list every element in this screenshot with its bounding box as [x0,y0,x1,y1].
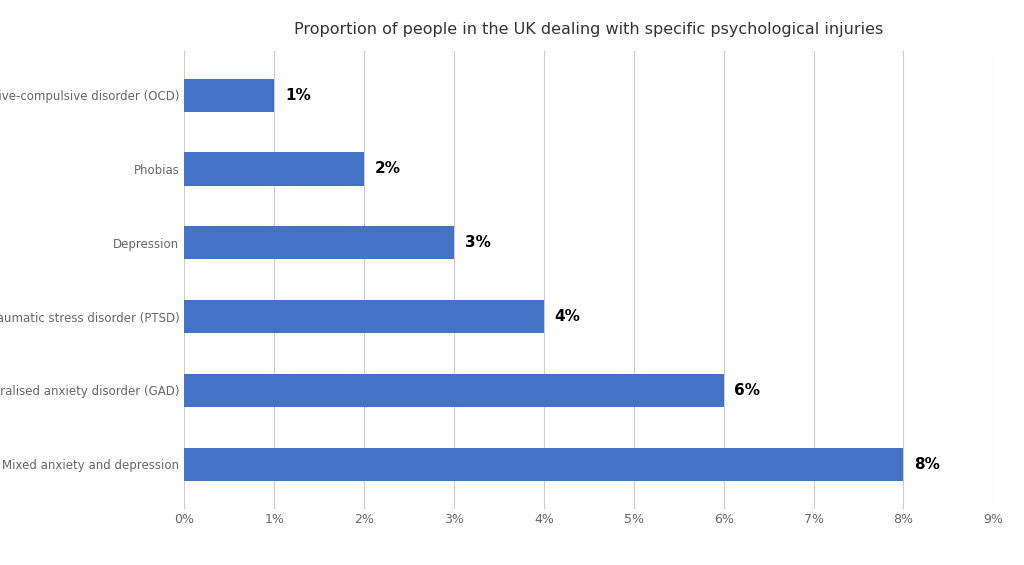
Bar [184,447,903,481]
Text: 3%: 3% [465,235,490,250]
Text: 2%: 2% [375,162,400,176]
Text: 8%: 8% [914,457,940,472]
Title: Proportion of people in the UK dealing with specific psychological injuries: Proportion of people in the UK dealing w… [294,22,884,37]
Bar [184,79,274,112]
Bar [184,300,544,333]
Bar [184,153,365,185]
Bar [184,226,454,259]
Text: 4%: 4% [555,309,581,324]
Bar [184,374,724,407]
Text: 6%: 6% [734,383,761,398]
Text: 1%: 1% [285,88,310,103]
